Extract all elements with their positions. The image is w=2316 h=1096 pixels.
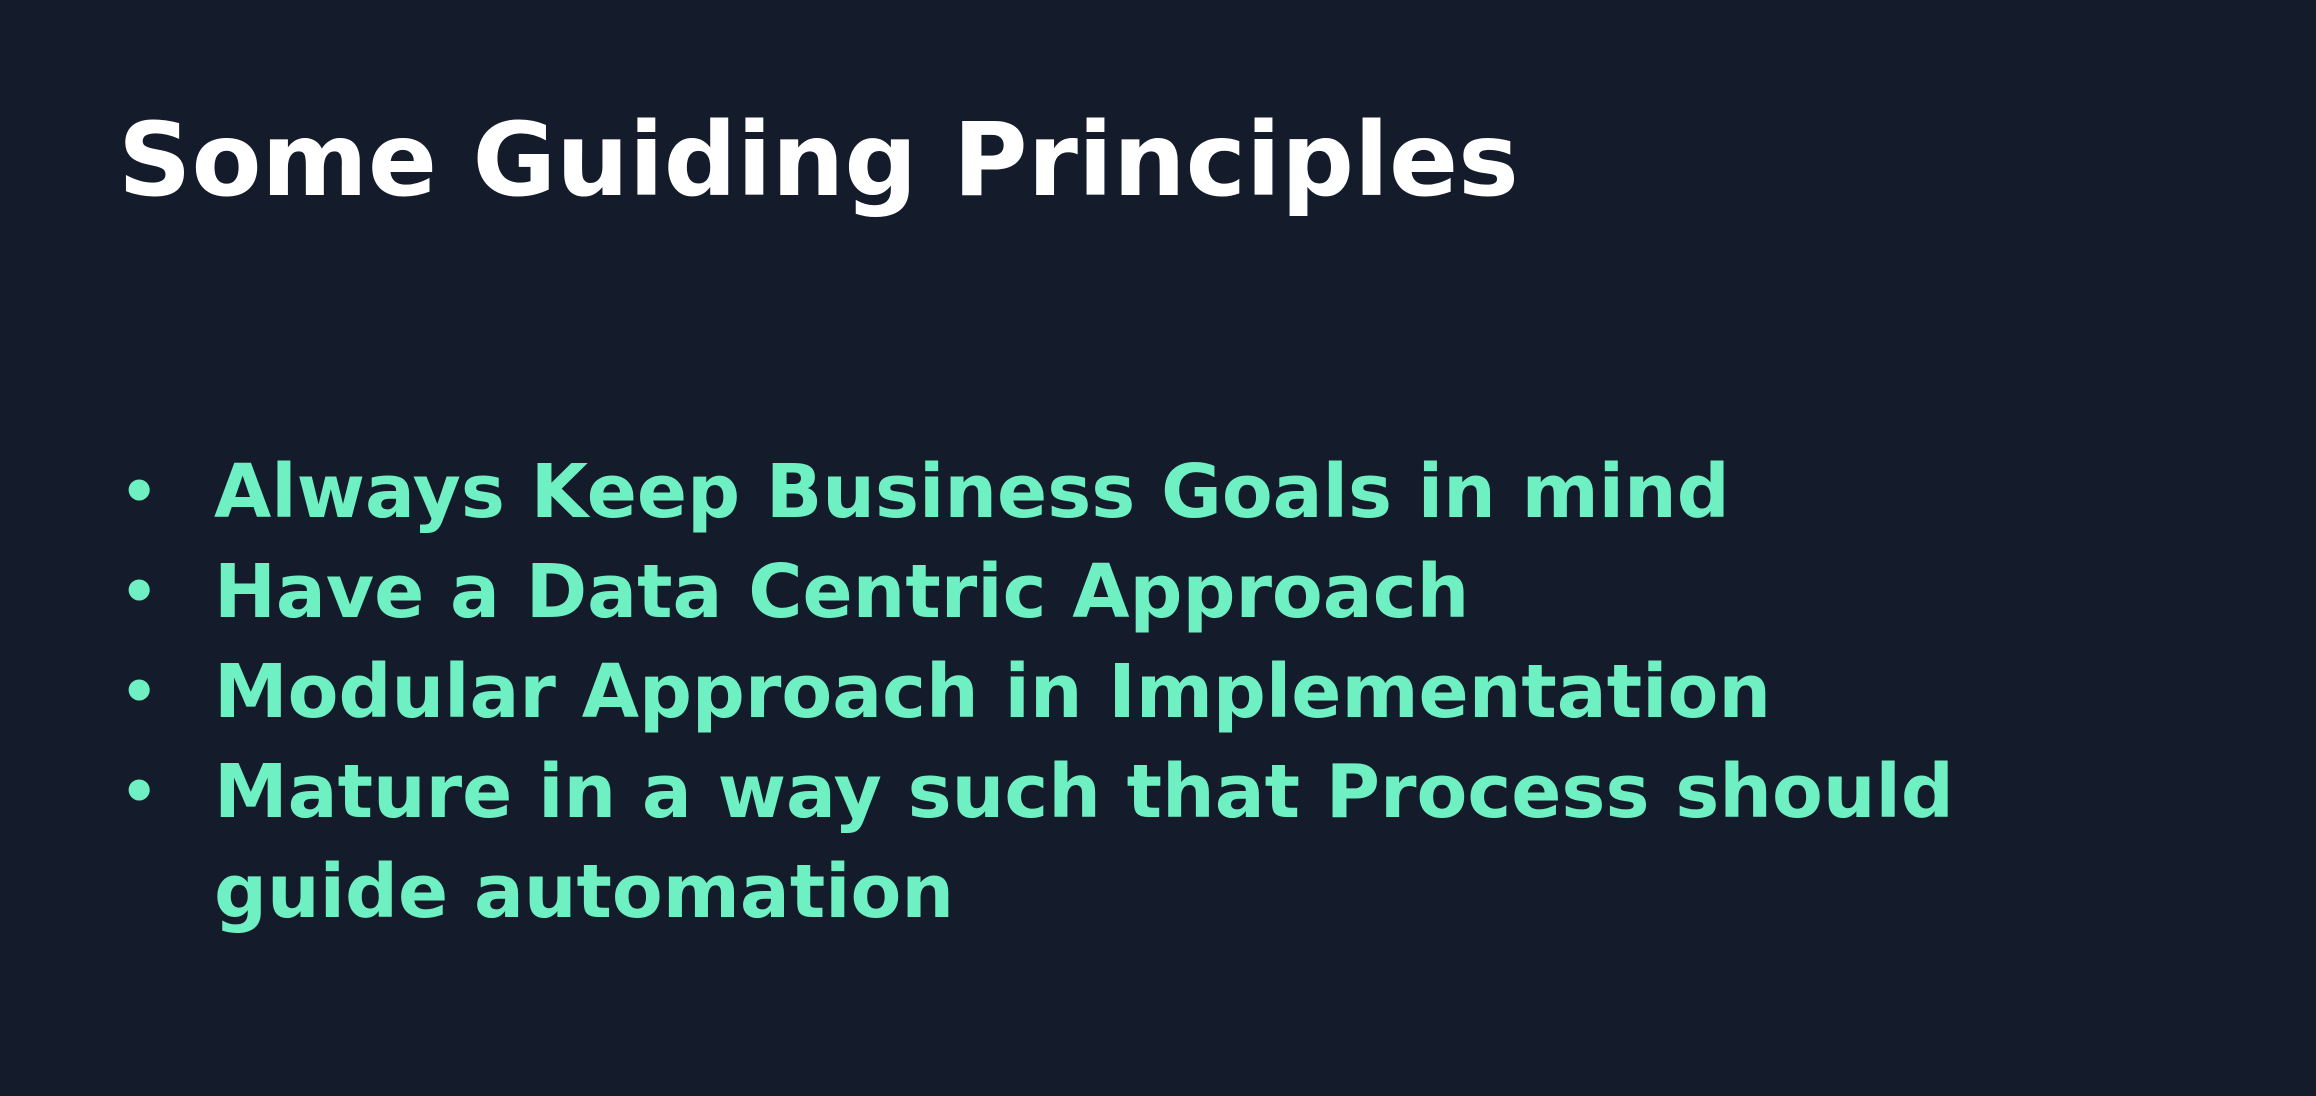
bullet-text: Have a Data Centric Approach xyxy=(214,549,1470,635)
bullet-dot-icon: • xyxy=(120,557,159,627)
slide-title: Some Guiding Principles xyxy=(118,101,1519,220)
bullet-item: • Mature in a way such that Process shou… xyxy=(118,742,2198,942)
bullet-dot-icon: • xyxy=(120,757,159,827)
bullet-item: • Always Keep Business Goals in mind xyxy=(118,442,2198,542)
bullet-text: Mature in a way such that Process should… xyxy=(214,749,1954,935)
bullet-text: Modular Approach in Implementation xyxy=(214,649,1771,735)
bullet-dot-icon: • xyxy=(120,657,159,727)
bullet-dot-icon: • xyxy=(120,457,159,527)
bullet-item: • Modular Approach in Implementation xyxy=(118,642,2198,742)
bullet-list: • Always Keep Business Goals in mind • H… xyxy=(118,442,2198,942)
bullet-text: Always Keep Business Goals in mind xyxy=(214,449,1730,535)
bullet-item: • Have a Data Centric Approach xyxy=(118,542,2198,642)
